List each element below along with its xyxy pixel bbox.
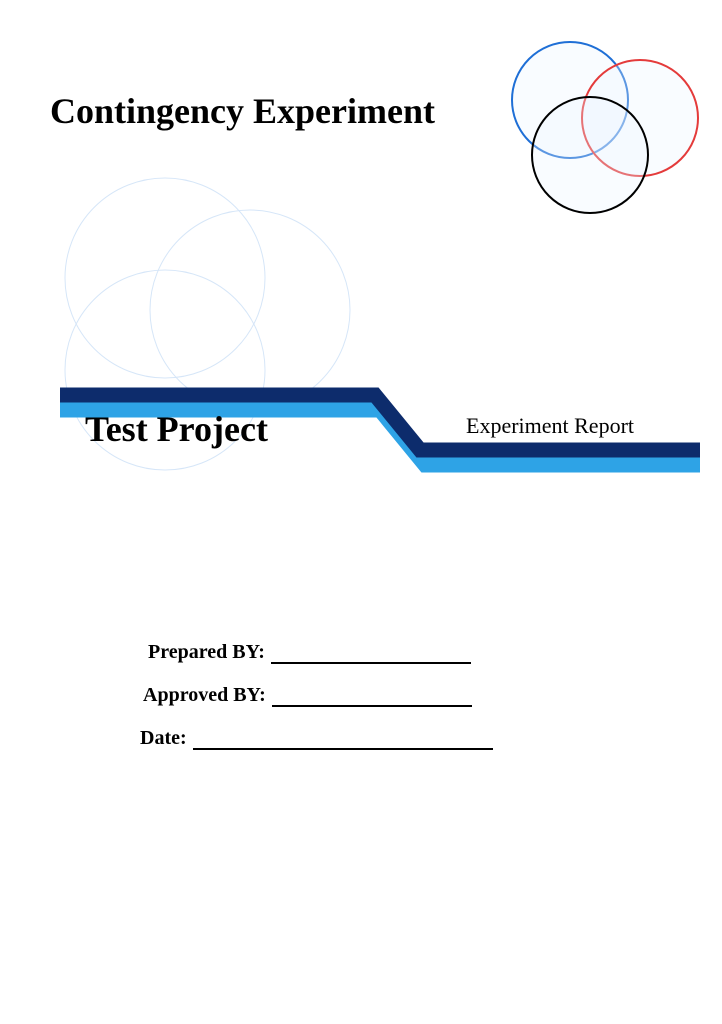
date-row: Date: (140, 727, 493, 750)
date-line[interactable] (193, 748, 493, 750)
prepared-by-label: Prepared BY: (148, 641, 265, 664)
approved-by-line[interactable] (272, 705, 472, 707)
approved-by-row: Approved BY: (143, 684, 472, 707)
page-title: Contingency Experiment (50, 90, 435, 132)
prepared-by-row: Prepared BY: (148, 641, 471, 664)
venn-diagram (0, 0, 722, 1024)
date-label: Date: (140, 727, 187, 750)
page-root: Contingency Experiment Test Project Expe… (0, 0, 722, 1024)
report-label: Experiment Report (466, 413, 634, 439)
prepared-by-line[interactable] (271, 662, 471, 664)
approved-by-label: Approved BY: (143, 684, 266, 707)
project-subtitle: Test Project (85, 408, 268, 450)
